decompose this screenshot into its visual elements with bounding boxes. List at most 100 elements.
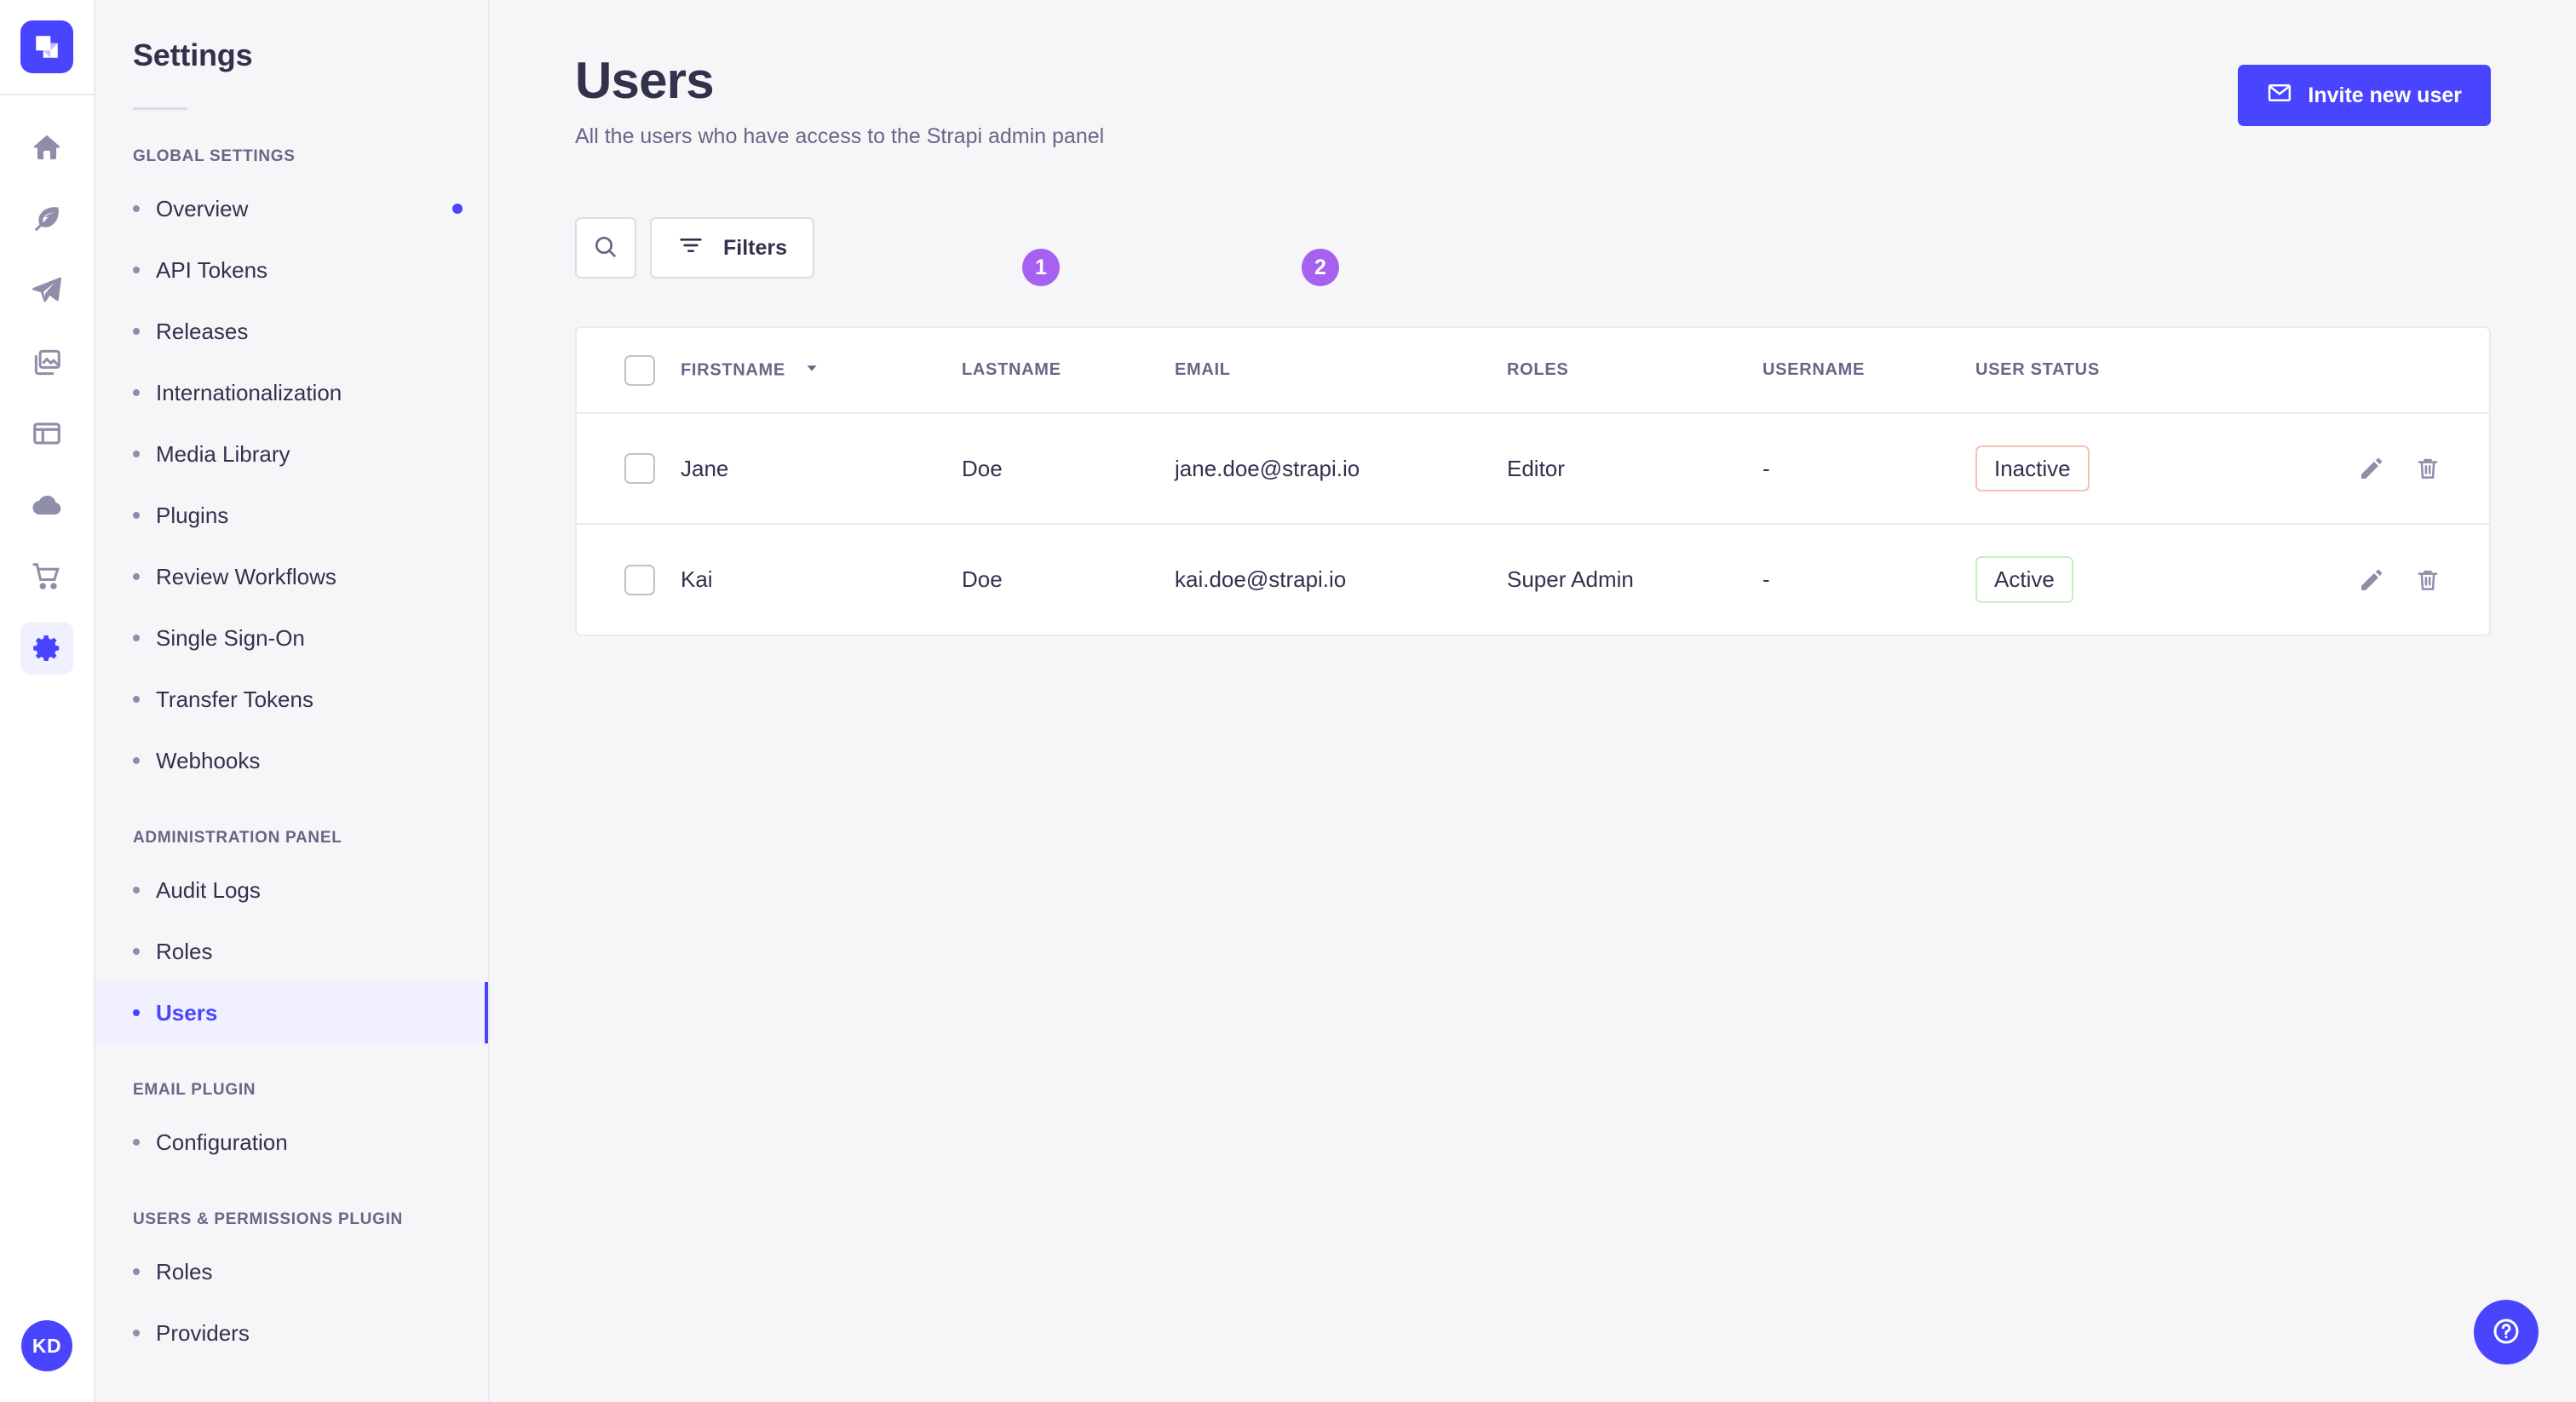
- sidebar-item-configuration[interactable]: Configuration: [95, 1112, 488, 1173]
- edit-user-button[interactable]: [2358, 566, 2385, 594]
- sidebar-item-api-tokens[interactable]: API Tokens: [95, 239, 488, 301]
- status-badge: Inactive: [1975, 445, 2090, 492]
- invite-new-user-label: Invite new user: [2308, 83, 2462, 107]
- sidebar-item-providers[interactable]: Providers: [95, 1302, 488, 1364]
- sidebar-item-overview[interactable]: Overview: [95, 178, 488, 239]
- bullet-icon: [133, 1139, 140, 1146]
- sidebar-item-review-workflows[interactable]: Review Workflows: [95, 546, 488, 607]
- sidebar-item-label: Media Library: [156, 440, 290, 467]
- cell-lastname: Doe: [962, 413, 1175, 525]
- users-table-head: FIRSTNAME LASTNAME EMAIL ROLES USERNAME …: [577, 328, 2489, 414]
- sidebar-item-single-sign-on[interactable]: Single Sign-On: [95, 607, 488, 669]
- avatar-initials: KD: [32, 1334, 62, 1357]
- settings-sidebar: Settings GLOBAL SETTINGS Overview API Toke…: [95, 0, 490, 1402]
- home-icon[interactable]: [20, 121, 73, 174]
- sidebar-section-label: EMAIL PLUGIN: [133, 1081, 256, 1099]
- row-select-cell: [577, 413, 681, 525]
- sidebar-item-internationalization[interactable]: Internationalization: [95, 362, 488, 423]
- bullet-icon: [133, 757, 140, 764]
- notification-dot-icon: [452, 204, 463, 214]
- row-action-group: [2231, 566, 2489, 594]
- bullet-icon: [133, 635, 140, 641]
- sidebar-item-label: Webhooks: [156, 747, 261, 773]
- cell-lastname: Doe: [962, 566, 1003, 592]
- table-row[interactable]: Jane Doe jane.doe@strapi.io Editor - Inactive: [577, 413, 2489, 525]
- settings-gear-icon[interactable]: [20, 622, 73, 675]
- edit-user-button[interactable]: [2358, 455, 2385, 482]
- sidebar-item-users[interactable]: Users: [95, 982, 488, 1043]
- sidebar-item-releases[interactable]: Releases: [95, 301, 488, 362]
- sidebar-item-label: Transfer Tokens: [156, 686, 313, 712]
- column-header-user-status[interactable]: USER STATUS: [1975, 328, 2231, 414]
- sidebar-item-label: Audit Logs: [156, 876, 261, 903]
- column-header-firstname[interactable]: FIRSTNAME: [681, 328, 962, 414]
- row-select-cell: [577, 524, 681, 635]
- filter-icon: [677, 232, 704, 265]
- envelope-icon: [2267, 80, 2292, 112]
- delete-user-button[interactable]: [2414, 455, 2441, 482]
- sidebar-item-label: Configuration: [156, 1129, 288, 1155]
- delete-user-button[interactable]: [2414, 566, 2441, 594]
- bullet-icon: [133, 948, 140, 955]
- column-header-lastname[interactable]: LASTNAME: [962, 328, 1175, 414]
- bullet-icon: [133, 1330, 140, 1336]
- invite-new-user-button[interactable]: Invite new user: [2238, 65, 2491, 126]
- sidebar-item-label: Roles: [156, 938, 213, 964]
- help-button[interactable]: [2474, 1300, 2539, 1365]
- table-row[interactable]: Kai Doe kai.doe@strapi.io Super Admin - Activ…: [577, 524, 2489, 635]
- sidebar-item-label: Releases: [156, 318, 249, 344]
- page-title: Users: [575, 52, 715, 109]
- select-all-checkbox[interactable]: [624, 354, 655, 386]
- sidebar-item-roles[interactable]: Roles: [95, 1241, 488, 1302]
- column-header-email[interactable]: EMAIL: [1175, 328, 1507, 414]
- strapi-logo[interactable]: [20, 20, 73, 73]
- cell-actions: [2231, 413, 2489, 525]
- sidebar-item-label: Overview: [156, 195, 249, 221]
- cell-firstname: Jane: [681, 413, 962, 525]
- layout-icon[interactable]: [20, 407, 73, 460]
- cell-email: jane.doe@strapi.io: [1175, 413, 1507, 525]
- search-button[interactable]: [575, 217, 636, 279]
- page-header: Users All the users who have access to t…: [490, 0, 2576, 149]
- sidebar-item-audit-logs[interactable]: Audit Logs: [95, 859, 488, 921]
- filters-label: Filters: [723, 235, 788, 260]
- content-manager-feather-icon[interactable]: [20, 192, 73, 245]
- users-table: FIRSTNAME LASTNAME EMAIL ROLES USERNAME …: [577, 328, 2489, 635]
- column-header-username[interactable]: USERNAME: [1762, 328, 1975, 414]
- cell-roles: Super Admin: [1507, 566, 1634, 592]
- row-action-group: [2231, 455, 2489, 482]
- sidebar-item-transfer-tokens[interactable]: Transfer Tokens: [95, 669, 488, 730]
- sidebar-item-media-library[interactable]: Media Library: [95, 423, 488, 485]
- row-checkbox[interactable]: [624, 564, 655, 595]
- sidebar-item-label: Review Workflows: [156, 563, 336, 589]
- bullet-icon: [133, 389, 140, 396]
- marketplace-cart-icon[interactable]: [20, 550, 73, 603]
- row-checkbox[interactable]: [624, 453, 655, 484]
- sidebar-item-label: Single Sign-On: [156, 624, 305, 651]
- content-type-builder-paper-plane-icon[interactable]: [20, 264, 73, 317]
- sidebar-item-roles[interactable]: Roles: [95, 921, 488, 982]
- rail-item-list: [20, 121, 73, 675]
- cloud-icon[interactable]: [20, 479, 73, 531]
- search-icon: [592, 233, 619, 263]
- sidebar-item-label: Internationalization: [156, 379, 342, 405]
- avatar[interactable]: KD: [21, 1320, 72, 1371]
- bullet-icon: [133, 205, 140, 212]
- users-table-card: FIRSTNAME LASTNAME EMAIL ROLES USERNAME …: [575, 326, 2491, 636]
- sidebar-section-label: ADMINISTRATION PANEL: [133, 829, 342, 847]
- bullet-icon: [133, 267, 140, 273]
- help-question-icon: [2490, 1315, 2522, 1350]
- column-header-roles[interactable]: ROLES: [1507, 328, 1762, 414]
- media-library-icon[interactable]: [20, 336, 73, 388]
- filters-button[interactable]: Filters: [650, 217, 815, 279]
- select-all-header: [577, 328, 681, 414]
- sidebar-item-webhooks[interactable]: Webhooks: [95, 730, 488, 791]
- annotation-badge-1: 1: [1022, 249, 1060, 286]
- page-header-actions: Invite new user: [2238, 53, 2491, 126]
- sort-descending-icon[interactable]: [802, 359, 821, 382]
- sidebar-item-label: Users: [156, 999, 218, 1026]
- column-header-actions: [2231, 328, 2489, 414]
- sidebar-divider: [133, 107, 187, 110]
- sidebar-item-plugins[interactable]: Plugins: [95, 485, 488, 546]
